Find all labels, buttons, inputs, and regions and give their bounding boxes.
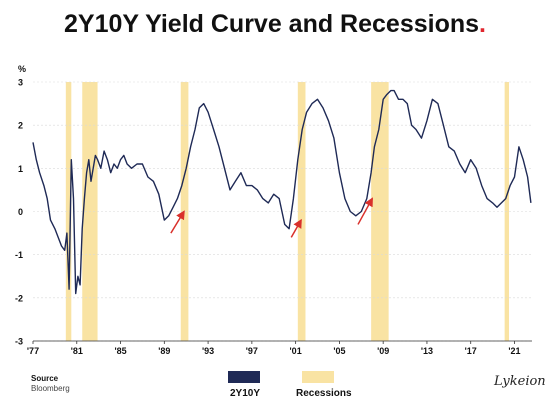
y-tick-label-5: -2 xyxy=(15,293,23,303)
legend-swatch-recessions xyxy=(302,371,334,383)
legend-item-2y10y: 2Y10Y xyxy=(228,371,268,399)
x-tick-label-7: '05 xyxy=(333,346,345,356)
x-tick-label-3: '89 xyxy=(158,346,170,356)
annotation-arrow-1 xyxy=(290,218,302,238)
legend-label-recessions: Recessions xyxy=(296,388,352,399)
axes: 3 2 1 0 -1 -2 -3% '77 '81 '85 '89 '93 '97 '01 '05 '09 '1… xyxy=(15,64,532,356)
legend-item-recessions: Recessions xyxy=(296,371,352,399)
legend-label-2y10y: 2Y10Y xyxy=(230,388,261,399)
x-tick-label-9: '13 xyxy=(421,346,433,356)
y-tick-label-4: -1 xyxy=(15,250,23,260)
x-tick-label-1: '81 xyxy=(71,346,83,356)
title-text: 2Y10Y Yield Curve and Recessions xyxy=(64,10,480,38)
y-tick-label-1: 2 xyxy=(18,121,23,131)
x-tick-label-11: '21 xyxy=(508,346,520,356)
y-axis-label: % xyxy=(18,64,26,74)
annotation-arrow-2 xyxy=(357,197,373,225)
page-title: 2Y10Y Yield Curve and Recessions. xyxy=(0,10,550,39)
title-dot: . xyxy=(479,10,486,38)
x-tick-label-10: '17 xyxy=(465,346,477,356)
y-tick-label-2: 1 xyxy=(18,164,23,174)
signature-logo: Lykeion xyxy=(494,374,546,389)
source-value: Bloomberg xyxy=(31,384,70,393)
x-tick-label-0: '77 xyxy=(27,346,39,356)
x-tick-label-8: '09 xyxy=(377,346,389,356)
x-tick-label-4: '93 xyxy=(202,346,214,356)
legend-swatch-2y10y xyxy=(228,371,260,383)
y-tick-label-0: 3 xyxy=(18,78,23,88)
x-tick-label-6: '01 xyxy=(290,346,302,356)
y-tick-label-3: 0 xyxy=(18,207,23,217)
source-label: Source xyxy=(31,374,59,383)
recession-band-0 xyxy=(65,82,72,341)
annotations xyxy=(170,197,373,238)
x-tick-label-2: '85 xyxy=(114,346,126,356)
y-tick-label-6: -3 xyxy=(15,337,23,347)
series-layer xyxy=(32,89,532,295)
annotation-arrow-0 xyxy=(170,210,185,234)
x-tick-label-5: '97 xyxy=(246,346,258,356)
recession-band-4 xyxy=(371,82,389,341)
series-line-0 xyxy=(32,89,532,295)
